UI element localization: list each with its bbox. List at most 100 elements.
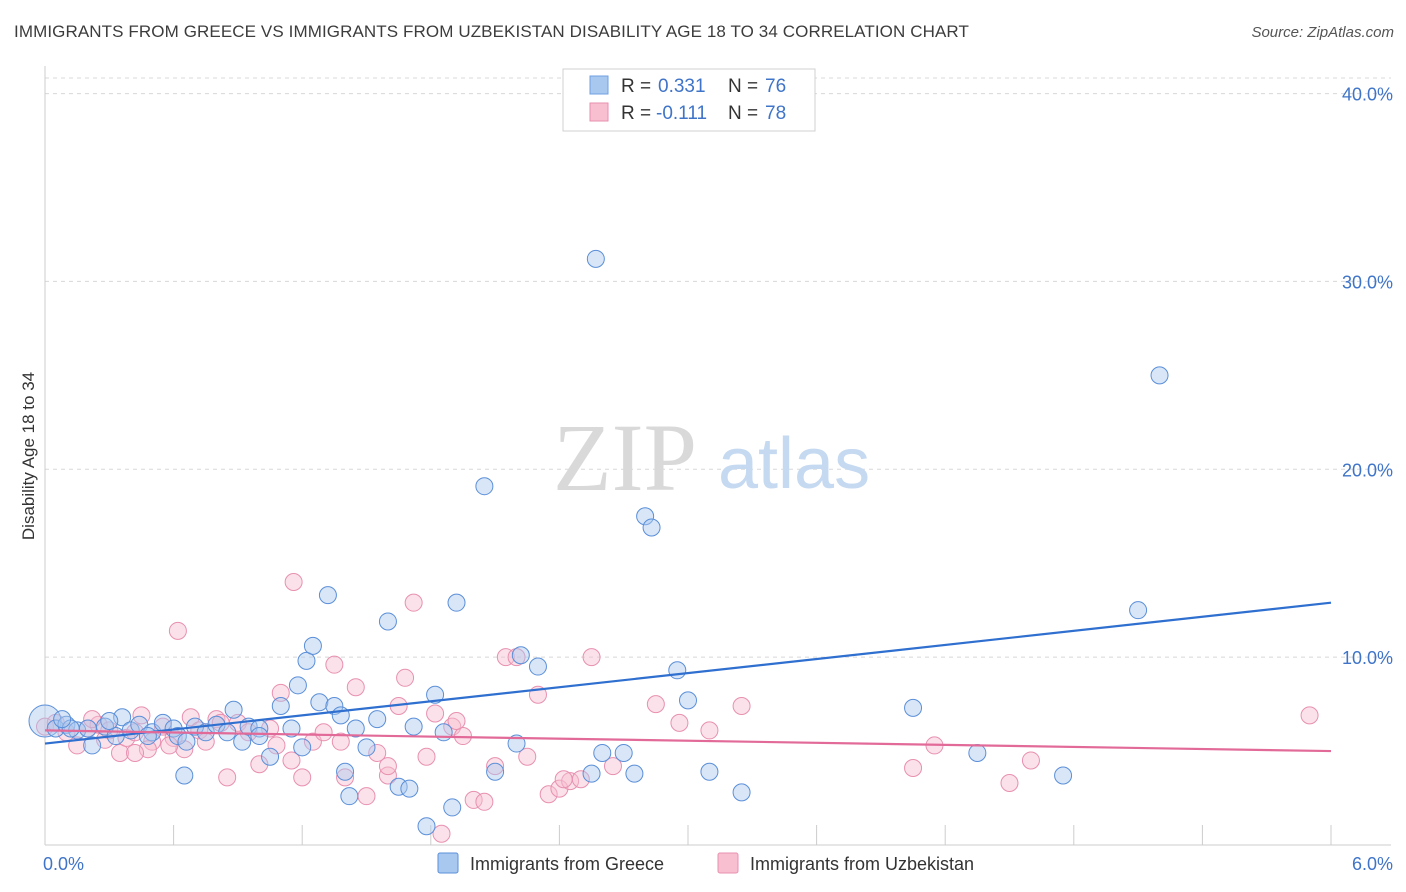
bottom-legend: Immigrants from Greece Immigrants from U… xyxy=(437,852,974,874)
y-tick-labels: 10.0% 20.0% 30.0% 40.0% xyxy=(1342,85,1393,669)
uzbekistan-point xyxy=(670,713,689,732)
greece-point xyxy=(1129,601,1148,620)
greece-point xyxy=(177,732,196,751)
greece-point xyxy=(78,719,97,738)
greece-point xyxy=(593,743,612,762)
legend-r-label-greece: R = xyxy=(621,76,651,97)
uzbekistan-point xyxy=(267,736,286,755)
uzbekistan-point xyxy=(250,755,269,774)
legend-n-value-uzbekistan: 78 xyxy=(765,103,786,124)
greece-point xyxy=(582,764,601,783)
grid-lines xyxy=(45,77,1391,658)
legend-swatch-greece xyxy=(589,75,609,95)
greece-point xyxy=(261,747,280,766)
greece-point xyxy=(250,727,269,746)
greece-point xyxy=(586,249,605,268)
greece-point xyxy=(346,719,365,738)
greece-point xyxy=(400,779,419,798)
uzbekistan-point xyxy=(111,743,130,762)
uzbekistan-point xyxy=(417,747,436,766)
uzbekistan-point xyxy=(282,751,301,770)
legend-n-value-greece: 76 xyxy=(765,76,786,97)
greece-point xyxy=(288,676,307,695)
uzbekistan-point xyxy=(314,723,333,742)
greece-point xyxy=(625,764,644,783)
y-tick-label: 10.0% xyxy=(1342,648,1393,668)
greece-point xyxy=(282,719,301,738)
uzbekistan-point xyxy=(603,757,622,776)
greece-point xyxy=(434,723,453,742)
greece-point xyxy=(83,736,102,755)
uzbekistan-point xyxy=(331,732,350,751)
uzbekistan-point xyxy=(293,768,312,787)
uzbekistan-point xyxy=(239,723,258,742)
uzbekistan-point xyxy=(582,648,601,667)
watermark-zip: ZIP xyxy=(553,404,697,511)
greece-point xyxy=(293,738,312,757)
legend-r-value-greece: 0.331 xyxy=(658,76,706,97)
greece-point xyxy=(138,727,157,746)
greece-point xyxy=(271,696,290,715)
uzbekistan-point xyxy=(357,787,376,806)
legend-r-value-uzbekistan: -0.111 xyxy=(656,103,707,124)
uzbekistan-point xyxy=(336,768,355,787)
uzbekistan-point xyxy=(175,740,194,759)
greece-point xyxy=(475,477,494,496)
greece-point xyxy=(447,593,466,612)
uzbekistan-point xyxy=(447,712,466,731)
greece-point xyxy=(297,651,316,670)
uzbekistan-point xyxy=(325,655,344,674)
greece-point xyxy=(700,762,719,781)
greece-point xyxy=(528,657,547,676)
greece-point xyxy=(1054,766,1073,785)
y-tick-label: 40.0% xyxy=(1342,85,1393,105)
uzbekistan-point xyxy=(378,766,397,785)
uzbekistan-point xyxy=(404,593,423,612)
uzbekistan-point xyxy=(1300,706,1319,725)
legend-swatch-uzbekistan xyxy=(589,102,609,122)
greece-point xyxy=(233,732,252,751)
uzbekistan-point xyxy=(271,683,290,702)
greece-point xyxy=(426,685,445,704)
x-tick-label: 0.0% xyxy=(43,854,84,874)
uzbekistan-point xyxy=(1021,751,1040,770)
greece-point xyxy=(668,661,687,680)
legend-n-label-greece: N = xyxy=(728,76,758,97)
uzbekistan-point xyxy=(539,785,558,804)
greece-point xyxy=(404,717,423,736)
bottom-legend-swatch-greece xyxy=(437,852,459,874)
greece-point xyxy=(28,704,62,738)
chart-title: IMMIGRANTS FROM GREECE VS IMMIGRANTS FRO… xyxy=(14,22,969,41)
greece-point xyxy=(224,700,243,719)
greece-point xyxy=(679,691,697,710)
x-tick-label: 6.0% xyxy=(1352,854,1393,874)
greece-point xyxy=(486,762,505,781)
watermark: ZIP atlas xyxy=(553,404,870,511)
bottom-legend-label-greece: Immigrants from Greece xyxy=(470,854,664,874)
greece-point xyxy=(511,646,530,665)
axes xyxy=(44,66,1391,846)
uzbekistan-point xyxy=(261,719,280,738)
greece-point xyxy=(443,798,462,817)
uzbekistan-point xyxy=(181,708,200,727)
uzbekistan-point xyxy=(368,743,387,762)
uzbekistan-point xyxy=(486,757,505,776)
greece-point xyxy=(357,738,376,757)
bottom-legend-label-uzbekistan: Immigrants from Uzbekistan xyxy=(750,854,974,874)
uzbekistan-point xyxy=(126,743,145,762)
uzbekistan-point xyxy=(346,678,365,697)
greece-point xyxy=(968,743,987,762)
uzbekistan-point xyxy=(168,621,187,640)
uzbekistan-point xyxy=(518,747,537,766)
greece-point xyxy=(325,696,344,715)
uzbekistan-point xyxy=(904,758,923,777)
trend-lines xyxy=(44,601,1332,753)
y-tick-label: 30.0% xyxy=(1342,272,1393,292)
uzbekistan-point xyxy=(396,668,415,687)
y-tick-label: 20.0% xyxy=(1342,460,1393,480)
greece-point xyxy=(368,710,387,729)
greece-point xyxy=(340,787,359,806)
uzbekistan-point xyxy=(218,768,237,787)
x-tick-labels: 0.0% 6.0% xyxy=(43,854,1393,874)
